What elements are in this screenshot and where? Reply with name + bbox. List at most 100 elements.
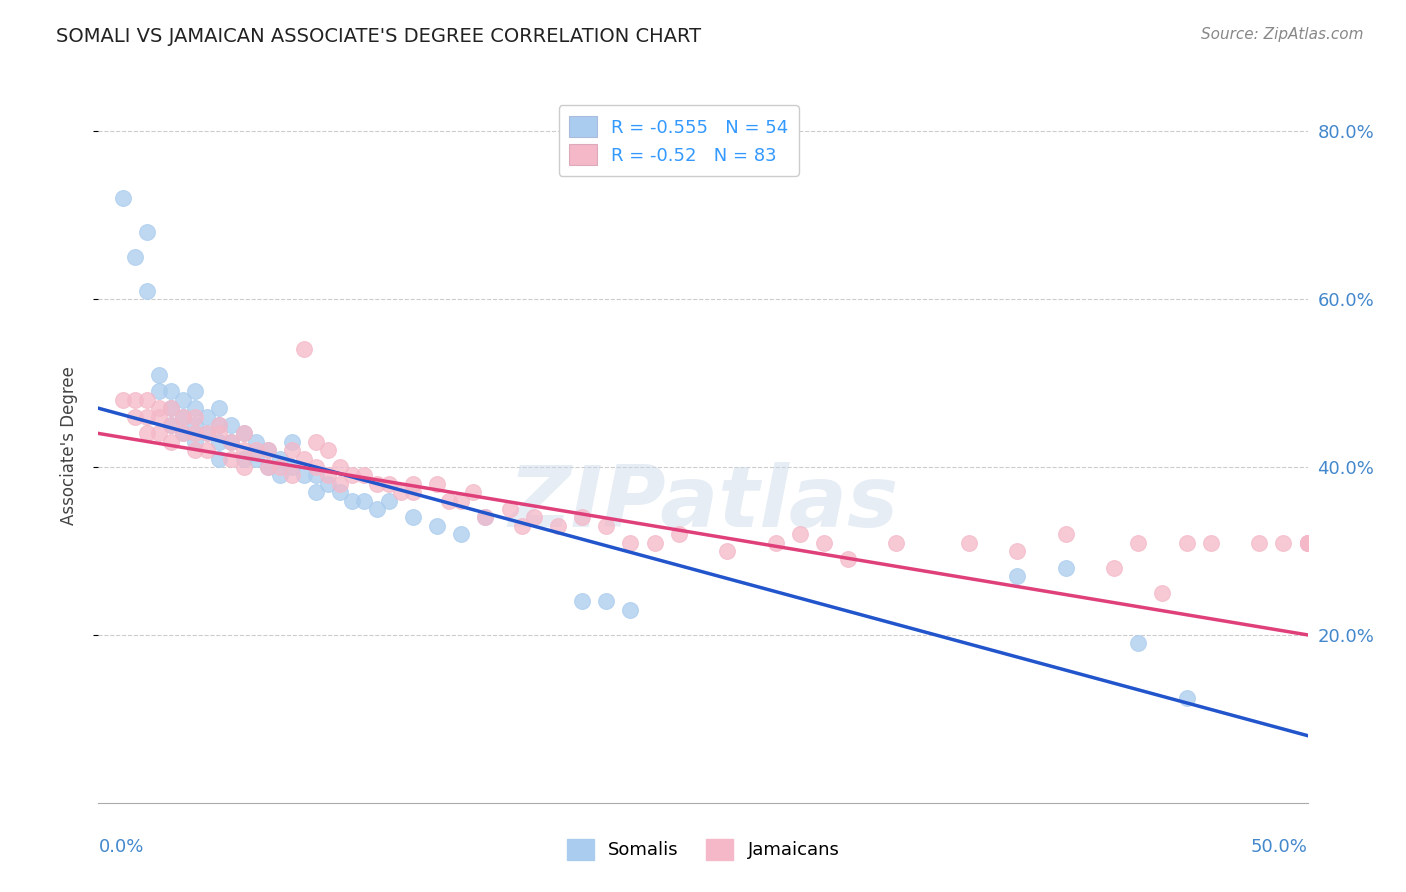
Point <box>195 409 218 424</box>
Point <box>221 434 243 449</box>
Point <box>160 384 183 399</box>
Point <box>195 426 218 441</box>
Point <box>366 476 388 491</box>
Point <box>402 476 425 491</box>
Point <box>148 426 170 441</box>
Legend: Somalis, Jamaicans: Somalis, Jamaicans <box>560 831 846 867</box>
Point <box>292 451 315 466</box>
Point <box>957 535 980 549</box>
Point <box>148 401 170 416</box>
Point <box>353 493 375 508</box>
Point <box>342 468 364 483</box>
Point <box>1296 535 1319 549</box>
Text: ZIPatlas: ZIPatlas <box>508 461 898 545</box>
Y-axis label: Associate's Degree: Associate's Degree <box>59 367 77 525</box>
Point <box>111 392 134 407</box>
Point <box>172 392 194 407</box>
Point <box>1054 560 1077 574</box>
Point <box>172 409 194 424</box>
Point <box>281 434 304 449</box>
Point <box>135 284 157 298</box>
Point <box>595 594 617 608</box>
Point <box>160 434 183 449</box>
Text: SOMALI VS JAMAICAN ASSOCIATE'S DEGREE CORRELATION CHART: SOMALI VS JAMAICAN ASSOCIATE'S DEGREE CO… <box>56 27 702 45</box>
Point <box>1175 535 1198 549</box>
Point <box>292 343 315 357</box>
Point <box>813 535 835 549</box>
Point <box>450 527 472 541</box>
Point <box>329 485 352 500</box>
Point <box>1296 535 1319 549</box>
Point <box>208 426 231 441</box>
Point <box>184 409 207 424</box>
Point <box>184 443 207 458</box>
Point <box>1054 527 1077 541</box>
Point <box>245 434 267 449</box>
Point <box>135 409 157 424</box>
Point <box>1175 690 1198 705</box>
Point <box>221 434 243 449</box>
Point <box>124 409 146 424</box>
Point <box>1272 535 1295 549</box>
Point <box>232 443 254 458</box>
Point <box>195 443 218 458</box>
Point <box>160 401 183 416</box>
Point <box>644 535 666 549</box>
Point <box>184 434 207 449</box>
Point <box>316 468 339 483</box>
Point <box>668 527 690 541</box>
Point <box>184 417 207 432</box>
Point <box>523 510 546 524</box>
Point <box>765 535 787 549</box>
Point <box>402 485 425 500</box>
Point <box>498 502 520 516</box>
Point <box>342 493 364 508</box>
Point <box>377 493 399 508</box>
Point <box>305 485 328 500</box>
Point <box>1102 560 1125 574</box>
Point <box>281 468 304 483</box>
Point <box>195 426 218 441</box>
Point <box>547 518 569 533</box>
Point <box>329 476 352 491</box>
Point <box>172 426 194 441</box>
Point <box>377 476 399 491</box>
Point <box>208 451 231 466</box>
Point <box>1007 544 1029 558</box>
Point <box>1128 535 1150 549</box>
Point <box>1296 535 1319 549</box>
Point <box>1128 636 1150 650</box>
Point <box>389 485 412 500</box>
Point <box>316 443 339 458</box>
Point <box>232 426 254 441</box>
Point <box>245 451 267 466</box>
Point <box>316 476 339 491</box>
Point <box>172 426 194 441</box>
Point <box>571 594 593 608</box>
Point <box>402 510 425 524</box>
Point <box>571 510 593 524</box>
Point <box>329 460 352 475</box>
Point <box>135 392 157 407</box>
Point <box>292 468 315 483</box>
Point <box>135 426 157 441</box>
Point <box>463 485 485 500</box>
Point <box>366 502 388 516</box>
Point <box>1152 586 1174 600</box>
Point <box>256 460 278 475</box>
Point <box>111 191 134 205</box>
Point <box>269 451 291 466</box>
Point <box>232 451 254 466</box>
Point <box>124 392 146 407</box>
Point <box>245 443 267 458</box>
Point <box>160 401 183 416</box>
Point <box>221 417 243 432</box>
Point <box>160 417 183 432</box>
Text: Source: ZipAtlas.com: Source: ZipAtlas.com <box>1201 27 1364 42</box>
Point <box>353 468 375 483</box>
Point <box>619 535 641 549</box>
Point <box>172 409 194 424</box>
Point <box>305 460 328 475</box>
Point <box>281 460 304 475</box>
Point <box>1007 569 1029 583</box>
